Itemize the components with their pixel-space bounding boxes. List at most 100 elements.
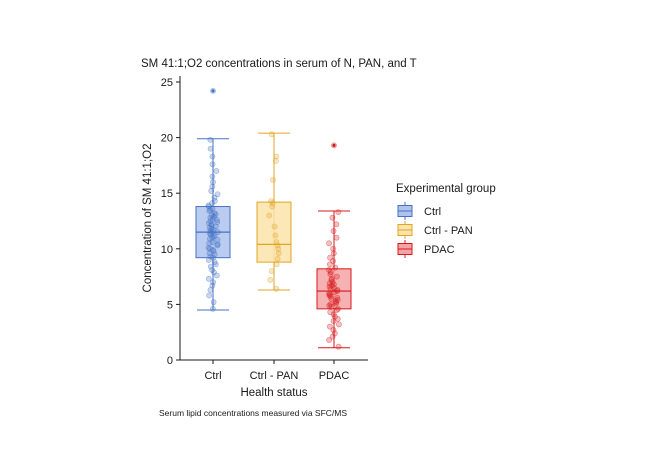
data-point	[210, 179, 216, 185]
data-point	[209, 267, 216, 273]
data-point	[330, 228, 337, 234]
data-point	[271, 223, 278, 230]
data-point	[213, 168, 220, 174]
outlier-jitter-point	[210, 87, 216, 94]
data-point	[326, 267, 332, 273]
box-group-ctrl-pan	[256, 131, 292, 292]
data-point	[207, 263, 214, 270]
y-tick-label: 10	[161, 244, 173, 256]
data-point	[205, 275, 212, 282]
x-axis-title: Health status	[240, 387, 307, 399]
x-tick-label: PDAC	[319, 370, 350, 382]
data-point	[327, 254, 333, 261]
data-point	[335, 305, 341, 312]
y-tick-label: 25	[161, 77, 173, 89]
data-point	[274, 255, 281, 262]
data-point	[209, 173, 216, 180]
data-point	[206, 224, 213, 231]
chart-caption: Serum lipid concentrations measured via …	[159, 408, 347, 418]
outlier-point	[332, 143, 336, 147]
data-point	[332, 264, 339, 271]
x-tick-label: Ctrl	[204, 370, 221, 382]
data-point	[210, 299, 217, 306]
legend-label: Ctrl	[424, 206, 441, 218]
y-tick-label: 5	[167, 299, 173, 311]
y-tick-label: 15	[161, 188, 173, 200]
data-point	[210, 279, 216, 286]
plot-area	[195, 87, 352, 350]
outlier-jitter-point	[331, 142, 337, 149]
outlier-point	[211, 89, 215, 93]
legend-title: Experimental group	[396, 183, 496, 195]
data-point	[326, 240, 332, 247]
data-point	[273, 239, 280, 246]
data-point	[334, 297, 341, 303]
data-point	[330, 245, 337, 252]
data-point	[326, 337, 332, 343]
data-point	[206, 292, 213, 299]
x-tick-label: Ctrl - PAN	[250, 370, 299, 382]
data-point	[272, 232, 279, 239]
data-point	[209, 153, 216, 160]
data-point	[326, 280, 333, 287]
data-point	[335, 343, 342, 350]
data-point	[268, 198, 275, 204]
data-point	[327, 309, 334, 316]
legend-label: PDAC	[424, 244, 455, 256]
chart-title: SM 41:1;O2 concentrations in serum of N,…	[141, 58, 417, 70]
data-point	[335, 209, 342, 216]
data-point	[329, 214, 336, 221]
legend-entries: Ctrl Ctrl - PAN PDAC	[397, 202, 473, 258]
data-point	[205, 244, 212, 251]
data-point	[214, 237, 221, 243]
data-point	[274, 242, 281, 249]
data-point	[270, 176, 276, 183]
data-point	[336, 321, 342, 328]
data-point	[214, 241, 221, 248]
data-point	[267, 277, 274, 283]
data-point	[330, 327, 337, 333]
legend-item: Ctrl	[397, 202, 441, 220]
data-point	[268, 268, 275, 274]
data-point	[207, 136, 214, 143]
data-point	[273, 261, 280, 268]
data-point	[273, 285, 280, 292]
data-point	[206, 240, 213, 247]
box-group-ctrl	[195, 87, 231, 312]
data-point	[207, 145, 214, 152]
data-point	[333, 221, 340, 228]
data-point	[334, 273, 340, 280]
data-point	[210, 305, 216, 312]
x-axis-ticks: Ctrl Ctrl - PAN PDAC	[204, 360, 349, 382]
data-point	[327, 301, 334, 308]
box-iqr	[256, 201, 292, 263]
legend-label: Ctrl - PAN	[424, 225, 473, 237]
y-tick-label: 20	[161, 133, 173, 145]
data-point	[330, 250, 337, 257]
data-point	[209, 183, 216, 190]
legend-item: PDAC	[397, 240, 455, 258]
box-group-pdac	[316, 142, 352, 350]
y-axis-ticks: 0 5 10 15 20 25	[161, 77, 180, 367]
legend-item: Ctrl - PAN	[397, 221, 473, 239]
y-tick-label: 0	[167, 355, 173, 367]
data-point	[268, 131, 275, 138]
data-point	[214, 191, 221, 198]
data-point	[328, 295, 335, 302]
data-point	[208, 188, 215, 194]
data-point	[327, 271, 334, 278]
data-point	[334, 294, 341, 301]
box-iqr	[316, 268, 352, 310]
data-point	[331, 289, 338, 296]
data-point	[214, 219, 221, 226]
data-point	[272, 158, 279, 164]
data-point	[326, 323, 333, 330]
y-axis-title: Concentration of SM 41:1;O2	[142, 144, 154, 293]
legend: Experimental group Ctrl Ctrl - PAN PDAC	[396, 183, 496, 258]
data-point	[333, 234, 340, 241]
data-point	[266, 212, 273, 219]
data-point	[273, 153, 280, 160]
data-point	[275, 250, 282, 257]
data-point	[209, 161, 216, 168]
